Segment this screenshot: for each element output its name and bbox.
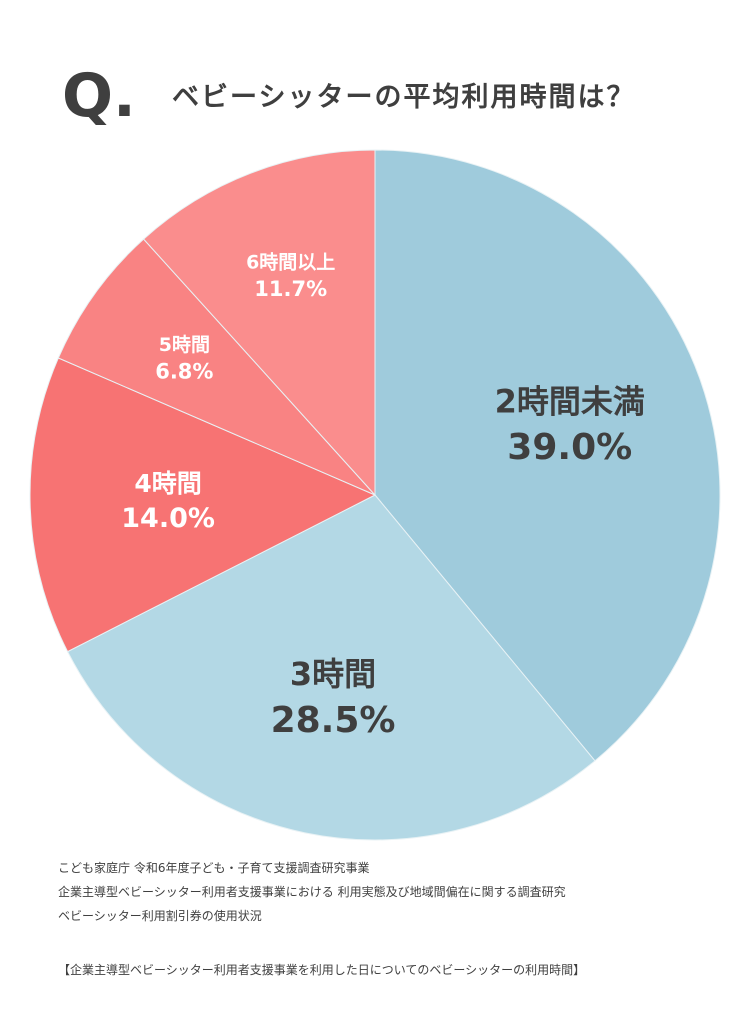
source-note: 企業主導型ベビーシッター利用者支援事業における 利用実態及び地域間偏在に関する調… (58, 884, 566, 899)
pie (29, 149, 721, 841)
pie-slice (66, 494, 596, 841)
pie-slice (142, 149, 376, 497)
labels: 2時間未満 39.0% 3時間 28.5% 4時間 14.0% 5時間 6.8% 6時間以上 11… (121, 252, 645, 741)
title-prefix: Q. (62, 61, 136, 131)
slice-value: 14.0% (121, 503, 215, 534)
slice-value: 6.8% (155, 359, 213, 383)
notes: こども家庭庁 令和6年度子ども・子育て支援調査研究事業企業主導型ベビーシッター利… (58, 860, 585, 977)
slice-label: 3時間 (290, 655, 376, 693)
slice-label: 6時間以上 (246, 252, 335, 274)
source-note: 【企業主導型ベビーシッター利用者支援事業を利用した日についてのベビーシッターの利… (58, 962, 585, 977)
pie-slice (57, 238, 376, 496)
slice-value: 39.0% (507, 427, 632, 468)
slice-value: 28.5% (271, 700, 396, 741)
pie-slice (374, 149, 721, 762)
source-note: ベビーシッター利用割引券の使用状況 (58, 908, 262, 923)
source-note: こども家庭庁 令和6年度子ども・子育て支援調査研究事業 (58, 860, 369, 875)
slice-value: 11.7% (254, 277, 327, 301)
pie-slice (29, 357, 377, 653)
slice-label: 4時間 (134, 469, 201, 498)
chart-title: ベビーシッターの平均利用時間は？ (172, 82, 635, 113)
slice-label: 2時間未満 (495, 382, 645, 420)
slice-label: 5時間 (159, 334, 210, 356)
